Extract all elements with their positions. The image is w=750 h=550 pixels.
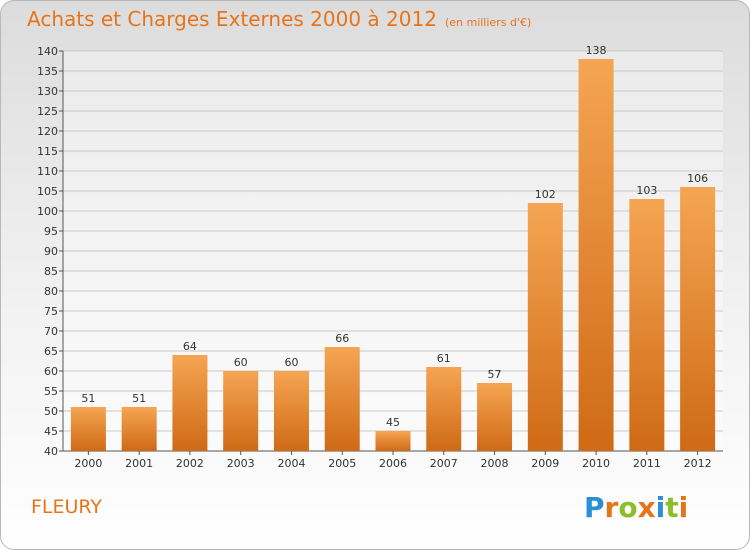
y-tick-label: 90 [44,245,58,258]
bar [273,371,309,451]
bar [629,199,665,451]
y-tick-label: 70 [44,325,58,338]
bar [426,367,462,451]
x-tick-label: 2007 [430,457,458,470]
x-tick-label: 2008 [481,457,509,470]
commune-name: FLEURY [31,496,103,518]
y-tick-label: 45 [44,425,58,438]
logo-letter: i [678,491,689,524]
bar [223,371,259,451]
x-tick-label: 2001 [125,457,153,470]
y-tick-label: 130 [37,85,58,98]
bar [527,203,563,451]
x-tick-label: 2011 [633,457,661,470]
y-tick-label: 50 [44,405,58,418]
y-tick-label: 115 [37,145,58,158]
x-tick-label: 2000 [74,457,102,470]
data-label: 64 [183,340,197,353]
logo-letter: x [637,491,656,524]
x-tick-label: 2010 [582,457,610,470]
data-label: 51 [81,392,95,405]
data-label: 103 [636,184,657,197]
proxiti-logo: Proxiti [584,491,688,524]
logo-letter: r [604,491,619,524]
y-tick-label: 40 [44,445,58,458]
x-tick-label: 2004 [277,457,305,470]
x-tick-label: 2005 [328,457,356,470]
logo-letter: o [618,491,638,524]
y-tick-label: 125 [37,105,58,118]
y-tick-label: 60 [44,365,58,378]
data-label: 138 [586,44,607,57]
chart-title-text: Achats et Charges Externes 2000 à 2012 [27,7,437,31]
bar [680,187,716,451]
logo-letter: t [665,491,679,524]
bar [477,383,513,451]
data-label: 45 [386,416,400,429]
bar [70,407,106,451]
bar [172,355,208,451]
bar [578,59,614,451]
logo-letter: i [655,491,666,524]
logo-letter: P [584,491,605,524]
data-label: 106 [687,172,708,185]
chart-title: Achats et Charges Externes 2000 à 2012 (e… [27,7,531,31]
data-label: 61 [437,352,451,365]
y-tick-label: 110 [37,165,58,178]
y-tick-label: 65 [44,345,58,358]
data-label: 60 [284,356,298,369]
x-tick-label: 2012 [684,457,712,470]
bar [375,431,411,451]
y-tick-label: 80 [44,285,58,298]
data-label: 66 [335,332,349,345]
x-tick-label: 2006 [379,457,407,470]
y-tick-label: 55 [44,385,58,398]
bar [324,347,360,451]
y-tick-label: 95 [44,225,58,238]
y-tick-label: 100 [37,205,58,218]
y-tick-label: 140 [37,45,58,58]
bar [121,407,157,451]
data-label: 102 [535,188,556,201]
data-label: 51 [132,392,146,405]
x-tick-label: 2009 [531,457,559,470]
data-label: 57 [488,368,502,381]
y-tick-label: 75 [44,305,58,318]
y-tick-label: 85 [44,265,58,278]
data-label: 60 [234,356,248,369]
y-tick-label: 105 [37,185,58,198]
chart-unit: (en milliers d'€) [444,16,532,29]
x-tick-label: 2003 [227,457,255,470]
y-tick-label: 135 [37,65,58,78]
y-tick-label: 120 [37,125,58,138]
x-tick-label: 2002 [176,457,204,470]
